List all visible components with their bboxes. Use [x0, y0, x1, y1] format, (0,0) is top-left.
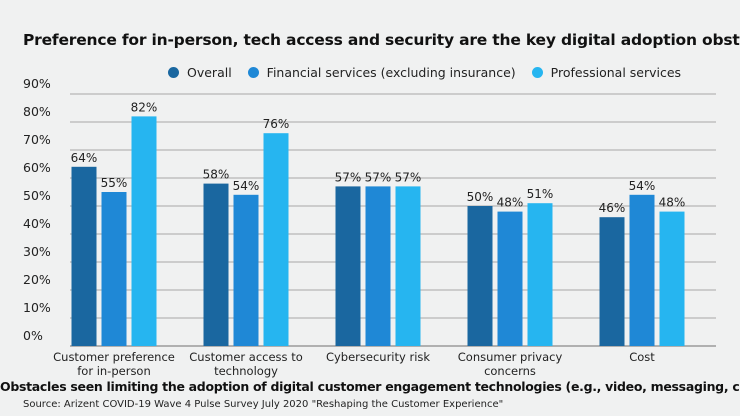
bar	[527, 203, 553, 346]
bar	[233, 194, 259, 346]
data-label: 82%	[131, 100, 158, 114]
bar	[101, 192, 127, 346]
bar	[659, 211, 685, 346]
bar	[131, 116, 157, 347]
x-tick-label: concerns	[484, 364, 536, 378]
y-tick-label: 20%	[23, 272, 51, 287]
y-tick-label: 70%	[23, 132, 51, 147]
bar	[263, 133, 289, 346]
bar	[629, 194, 655, 346]
data-label: 46%	[599, 201, 626, 215]
y-tick-label: 90%	[23, 76, 51, 91]
legend-label: Overall	[187, 65, 232, 80]
data-label: 57%	[365, 170, 392, 184]
x-tick-label: for in-person	[77, 364, 151, 378]
data-label: 57%	[395, 170, 422, 184]
x-tick-label: Customer preference	[53, 350, 175, 364]
data-label: 54%	[233, 179, 260, 193]
data-label: 50%	[467, 190, 494, 204]
data-label: 55%	[101, 176, 128, 190]
data-label: 51%	[527, 187, 554, 201]
data-label: 58%	[203, 168, 230, 182]
y-tick-label: 30%	[23, 244, 51, 259]
y-tick-label: 60%	[23, 160, 51, 175]
y-tick-label: 50%	[23, 188, 51, 203]
x-tick-label: Cost	[629, 350, 655, 364]
x-axis-title: Obstacles seen limiting the adoption of …	[0, 379, 740, 394]
legend-swatch	[168, 67, 179, 78]
x-tick-label: Cybersecurity risk	[326, 350, 430, 364]
bar	[335, 186, 361, 346]
x-tick-label: Customer access to	[189, 350, 302, 364]
bar	[599, 217, 625, 346]
y-tick-label: 80%	[23, 104, 51, 119]
legend-item-overall: Overall	[168, 65, 232, 80]
bar	[71, 166, 97, 346]
legend: Overall Financial services (excluding in…	[168, 65, 681, 80]
y-tick-label: 40%	[23, 216, 51, 231]
x-tick-label: technology	[214, 364, 278, 378]
source-note: Source: Arizent COVID-19 Wave 4 Pulse Su…	[23, 399, 504, 410]
bar	[497, 211, 523, 346]
data-label: 48%	[659, 196, 686, 210]
legend-label: Financial services (excluding insurance)	[266, 65, 516, 80]
data-label: 64%	[71, 151, 98, 165]
legend-swatch	[531, 67, 543, 78]
bar	[395, 186, 421, 346]
data-label: 76%	[263, 117, 290, 131]
data-label: 48%	[497, 196, 524, 210]
bar	[467, 206, 493, 346]
x-tick-label: Consumer privacy	[458, 350, 563, 364]
bar	[365, 186, 391, 346]
legend-label: Professional services	[550, 65, 682, 80]
legend-item-financial: Financial services (excluding insurance)	[247, 65, 516, 80]
legend-item-professional: Professional services	[531, 65, 682, 80]
chart-title: Preference for in-person, tech access an…	[23, 31, 740, 49]
y-tick-label: 10%	[23, 300, 51, 315]
data-label: 57%	[335, 170, 362, 184]
legend-swatch	[247, 67, 259, 78]
data-label: 54%	[629, 179, 656, 193]
bar	[203, 183, 229, 346]
y-tick-label: 0%	[23, 328, 43, 343]
